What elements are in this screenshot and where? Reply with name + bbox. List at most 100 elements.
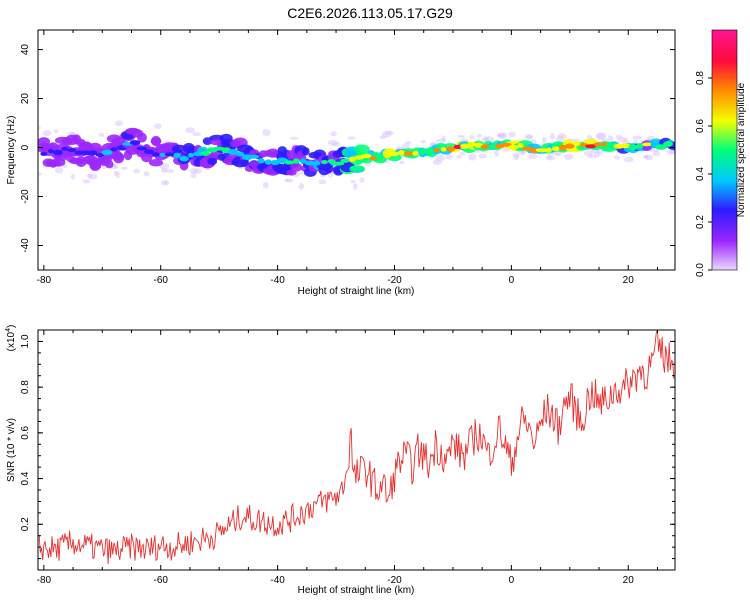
heatmap-cell-534 bbox=[321, 160, 328, 164]
heatmap-cell-153 bbox=[327, 139, 338, 146]
heatmap-cell-176 bbox=[113, 170, 119, 176]
heatmap-cell-83 bbox=[513, 152, 520, 159]
heatmap-cell-542 bbox=[376, 155, 385, 161]
heatmap-cell-540 bbox=[361, 153, 372, 159]
spectrogram-heatmap bbox=[38, 120, 675, 190]
colorbar-gradient bbox=[711, 29, 738, 271]
spectrogram-ytick-label-1: -20 bbox=[20, 189, 31, 204]
heatmap-cell-512 bbox=[164, 152, 176, 157]
heatmap-cell-0 bbox=[38, 125, 41, 130]
heatmap-cell-326 bbox=[202, 137, 213, 146]
heatmap-cell-501 bbox=[88, 150, 98, 156]
heatmap-cell-43 bbox=[445, 154, 453, 160]
heatmap-cell-60 bbox=[143, 171, 150, 177]
spectrogram-frame bbox=[37, 29, 676, 271]
heatmap-cell-498 bbox=[67, 148, 77, 153]
heatmap-cell-104 bbox=[350, 179, 356, 184]
heatmap-cell-26 bbox=[82, 179, 91, 184]
heatmap-cell-206 bbox=[115, 120, 123, 127]
colorbar: 0.0 0.2 0.4 0.6 0.8 Normalized spectral ampl… bbox=[695, 29, 747, 277]
heatmap-cell-522 bbox=[236, 152, 245, 157]
heatmap-cell-294 bbox=[151, 135, 161, 147]
heatmap-cell-515 bbox=[188, 152, 195, 158]
heatmap-cell-98 bbox=[70, 174, 76, 180]
heatmap-cell-549 bbox=[423, 148, 436, 153]
snr-multiplier: (x104) bbox=[5, 325, 17, 352]
heatmap-cell-284 bbox=[137, 132, 147, 143]
snr-multiplier-exp: 4 bbox=[5, 328, 12, 332]
heatmap-cell-495 bbox=[47, 148, 54, 154]
heatmap-cell-525 bbox=[257, 158, 265, 164]
heatmap-cell-134 bbox=[347, 136, 356, 140]
heatmap-cell-517 bbox=[200, 151, 210, 156]
heatmap-cell-54 bbox=[420, 139, 426, 144]
heatmap-cell-114 bbox=[555, 135, 565, 143]
heatmap-cell-88 bbox=[551, 152, 561, 156]
heatmap-cell-558 bbox=[488, 144, 498, 149]
snr-xtick-label-0: -80 bbox=[37, 575, 52, 586]
heatmap-cell-12 bbox=[613, 155, 621, 160]
heatmap-cell-111 bbox=[192, 132, 202, 137]
heatmap-cell-73 bbox=[617, 136, 626, 143]
heatmap-cell-129 bbox=[133, 168, 141, 174]
heatmap-cell-503 bbox=[101, 149, 113, 156]
heatmap-cell-293 bbox=[148, 159, 164, 167]
spectrogram-xtick-label-0: -80 bbox=[37, 275, 52, 286]
colorbar-tick-label-2: 0.4 bbox=[695, 167, 706, 181]
heatmap-cell-188 bbox=[623, 156, 634, 163]
svg-text:(x104): (x104) bbox=[5, 325, 17, 352]
heatmap-cell-108 bbox=[289, 136, 299, 140]
heatmap-cell-579 bbox=[636, 143, 644, 149]
colorbar-label: Normalized spectral amplitude bbox=[736, 82, 747, 217]
heatmap-cell-59 bbox=[359, 177, 365, 183]
heatmap-cell-514 bbox=[179, 155, 189, 162]
heatmap-cell-583 bbox=[663, 141, 673, 147]
heatmap-cell-119 bbox=[402, 143, 410, 150]
heatmap-cell-553 bbox=[453, 144, 462, 150]
heatmap-cell-167 bbox=[330, 131, 337, 137]
heatmap-cell-199 bbox=[284, 178, 289, 183]
snr-xtick-label-2: -40 bbox=[270, 575, 285, 586]
heatmap-cell-535 bbox=[327, 159, 336, 164]
heatmap-cell-516 bbox=[193, 151, 204, 157]
heatmap-cell-545 bbox=[398, 150, 405, 156]
heatmap-cell-139 bbox=[528, 153, 538, 160]
heatmap-cell-164 bbox=[435, 154, 446, 162]
heatmap-cell-13 bbox=[457, 134, 465, 139]
heatmap-cell-36 bbox=[595, 133, 606, 140]
heatmap-cell-504 bbox=[110, 147, 118, 152]
snr-ytick-label-4: 1.0 bbox=[20, 334, 31, 348]
heatmap-cell-524 bbox=[249, 154, 259, 159]
heatmap-cell-494 bbox=[40, 151, 48, 156]
heatmap-cell-178 bbox=[189, 168, 198, 174]
spectrogram-ytick-label-0: -40 bbox=[20, 238, 31, 253]
heatmap-cell-530 bbox=[292, 158, 300, 164]
heatmap-cell-205 bbox=[652, 150, 660, 157]
heatmap-cell-146 bbox=[508, 131, 516, 138]
colorbar-tick-label-4: 0.8 bbox=[695, 71, 706, 85]
heatmap-cell-263 bbox=[105, 160, 114, 169]
heatmap-cell-531 bbox=[300, 158, 307, 164]
colorbar-tick-label-3: 0.6 bbox=[695, 119, 706, 133]
heatmap-cell-550 bbox=[433, 148, 440, 153]
heatmap-cell-382 bbox=[290, 162, 303, 172]
heatmap-cell-505 bbox=[117, 145, 125, 151]
heatmap-cell-93 bbox=[494, 150, 499, 158]
heatmap-cell-567 bbox=[551, 146, 560, 152]
heatmap-cell-570 bbox=[573, 141, 581, 147]
heatmap-cell-578 bbox=[628, 144, 638, 151]
heatmap-cell-577 bbox=[621, 143, 631, 149]
heatmap-cell-147 bbox=[160, 168, 168, 173]
heatmap-cell-555 bbox=[467, 141, 476, 147]
spectrogram-ytick-label-2: 0 bbox=[20, 144, 31, 150]
snr-xtick-label-3: -20 bbox=[387, 575, 402, 586]
heatmap-cell-547 bbox=[412, 150, 419, 156]
heatmap-cell-533 bbox=[314, 161, 321, 166]
heatmap-cell-513 bbox=[173, 152, 181, 158]
spectrogram-ytick-label-4: 40 bbox=[20, 44, 31, 56]
heatmap-cell-219 bbox=[88, 173, 93, 180]
heatmap-cell-158 bbox=[42, 130, 52, 137]
heatmap-cell-580 bbox=[642, 142, 652, 147]
